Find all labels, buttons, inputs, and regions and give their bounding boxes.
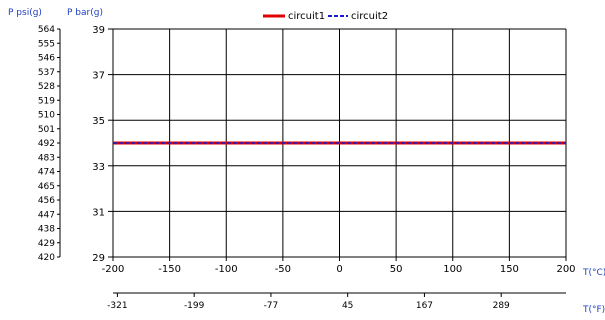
- y-tick-label: 39: [92, 25, 105, 36]
- x-tick-label: 100: [443, 264, 462, 275]
- x-tick-label: 200: [556, 264, 575, 275]
- x-axis-title-celsius: T(°C): [582, 268, 605, 278]
- psi-tick-label: 474: [38, 168, 55, 178]
- legend-label-circuit2: circuit2: [351, 11, 388, 22]
- f-tick-label: 289: [493, 301, 510, 311]
- x-tick-label: -50: [275, 264, 291, 275]
- x-tick-label: -200: [102, 264, 125, 275]
- f-tick-label: -77: [264, 301, 279, 311]
- psi-tick-label: 429: [38, 239, 55, 249]
- psi-tick-label: 564: [38, 25, 55, 35]
- f-tick-label: 167: [416, 301, 433, 311]
- f-tick-label: -321: [107, 301, 127, 311]
- psi-tick-label: 537: [38, 68, 55, 78]
- tick-labels: -200 -150 -100 -50 0 50 100 150 200 29 31 33 35 37 39 5…: [38, 25, 576, 311]
- psi-tick-label: 519: [38, 96, 55, 106]
- x-tick-label: 150: [500, 264, 519, 275]
- psi-tick-label: 447: [38, 210, 55, 220]
- x-axis-title-fahrenheit: T(°F): [582, 305, 605, 315]
- psi-tick-label: 456: [38, 196, 55, 206]
- legend: circuit1 circuit2: [263, 11, 388, 22]
- f-tick-label: 45: [342, 301, 353, 311]
- y-tick-label: 35: [92, 116, 105, 127]
- psi-tick-label: 420: [38, 253, 55, 263]
- x-tick-label: 0: [336, 264, 342, 275]
- psi-tick-label: 555: [38, 39, 55, 49]
- psi-tick-label: 528: [38, 82, 55, 92]
- psi-tick-label: 510: [38, 111, 55, 121]
- psi-tick-label: 438: [38, 225, 55, 235]
- x-tick-label: -100: [215, 264, 238, 275]
- x-tick-label: 50: [390, 264, 403, 275]
- psi-tick-label: 465: [38, 182, 55, 192]
- axes-layer: [57, 28, 567, 297]
- psi-axis-title: P psi(g): [8, 8, 42, 18]
- x-tick-label: -150: [158, 264, 181, 275]
- f-tick-label: -199: [184, 301, 205, 311]
- psi-tick-label: 483: [38, 153, 55, 163]
- y-tick-label: 29: [92, 253, 105, 264]
- psi-tick-label: 546: [38, 54, 55, 64]
- legend-label-circuit1: circuit1: [288, 11, 325, 22]
- psi-tick-label: 501: [38, 125, 55, 135]
- psi-tick-label: 492: [38, 139, 55, 149]
- y-tick-label: 37: [92, 71, 105, 82]
- y-tick-label: 33: [92, 162, 105, 173]
- bar-axis-title: P bar(g): [67, 8, 103, 18]
- y-tick-label: 31: [92, 207, 105, 218]
